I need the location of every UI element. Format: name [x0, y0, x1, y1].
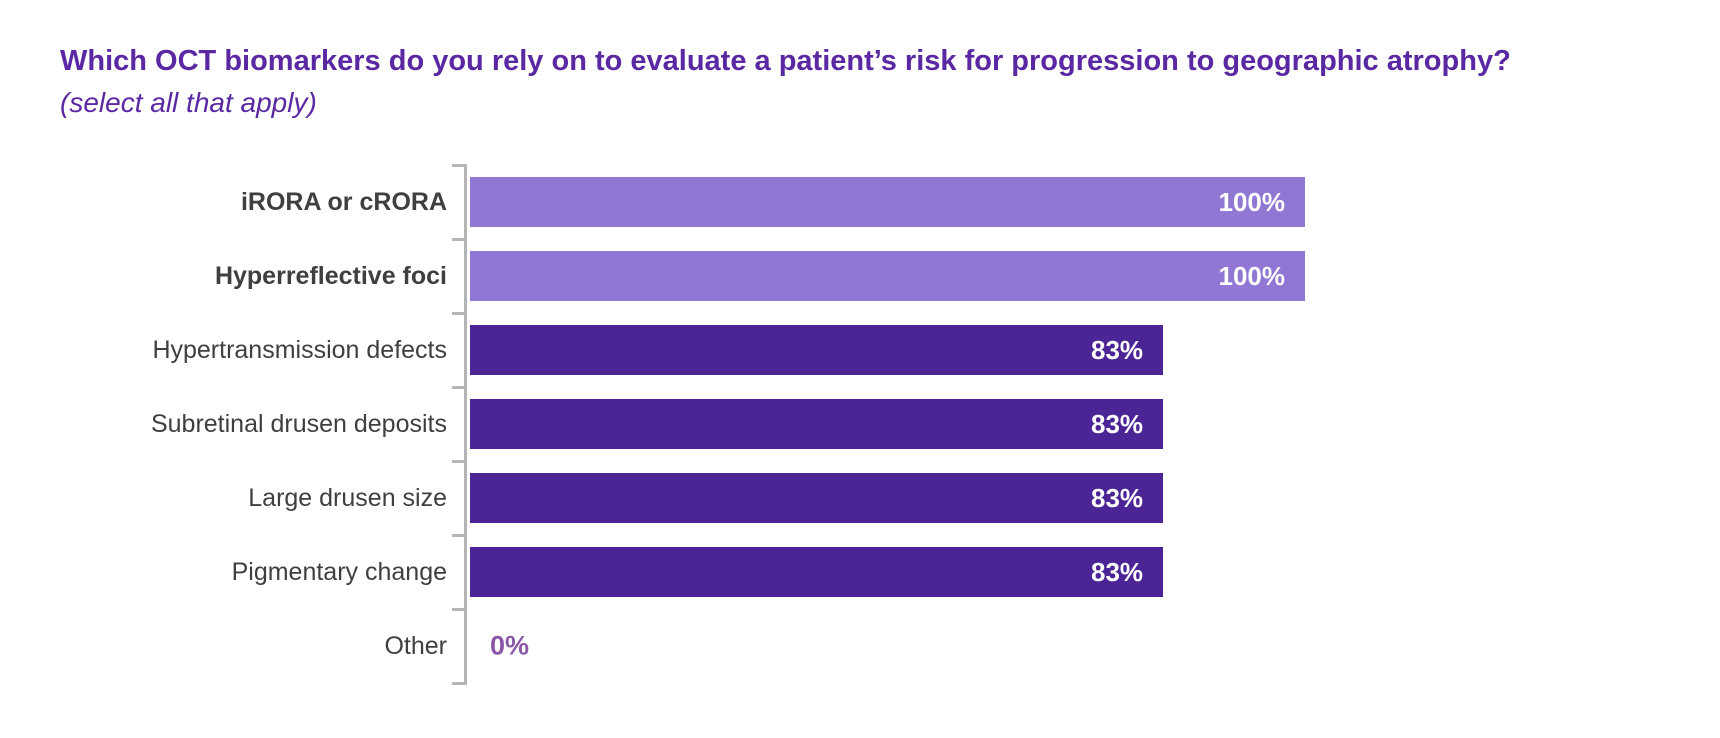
bar-track: 100%	[470, 165, 1305, 239]
category-label: Hyperreflective foci	[214, 261, 447, 290]
bar-row: Large drusen size 83%	[60, 461, 1380, 535]
bar-row: Hypertransmission defects 83%	[60, 313, 1380, 387]
category-label: iRORA or cRORA	[240, 187, 447, 216]
bar-track: 83%	[470, 313, 1305, 387]
bar-row: Other 0%	[60, 609, 1380, 683]
title-block: Which OCT biomarkers do you rely on to e…	[60, 42, 1620, 122]
category-label: Subretinal drusen deposits	[150, 409, 447, 438]
page-subtitle: (select all that apply)	[60, 87, 317, 119]
bar: 83%	[470, 325, 1164, 375]
bar-value-label: 83%	[1091, 482, 1144, 513]
bar: 83%	[470, 547, 1164, 597]
page-title: Which OCT biomarkers do you rely on to e…	[60, 45, 1511, 77]
bar-value-label: 83%	[1091, 556, 1144, 587]
bar-track: 83%	[470, 535, 1305, 609]
zero-value-label: 0%	[490, 630, 530, 661]
category-label: Pigmentary change	[231, 557, 447, 586]
bar-row: Pigmentary change 83%	[60, 535, 1380, 609]
bar-row: iRORA or cRORA 100%	[60, 165, 1380, 239]
category-label: Hypertransmission defects	[152, 335, 447, 364]
bar: 83%	[470, 399, 1164, 449]
bar-row: Hyperreflective foci 100%	[60, 239, 1380, 313]
category-label: Other	[384, 631, 447, 660]
bar: 100%	[470, 251, 1305, 301]
bar-value-label: 100%	[1218, 186, 1286, 217]
bar-row: Subretinal drusen deposits 83%	[60, 387, 1380, 461]
category-label: Large drusen size	[248, 483, 447, 512]
bar-value-label: 100%	[1218, 260, 1286, 291]
bar-value-label: 83%	[1091, 408, 1144, 439]
bar-chart: iRORA or cRORA 100% Hyperreflective foci…	[60, 164, 1380, 685]
bar-rows: iRORA or cRORA 100% Hyperreflective foci…	[60, 165, 1380, 683]
bar-value-label: 83%	[1091, 334, 1144, 365]
bar: 83%	[470, 473, 1164, 523]
bar-track: 0%	[470, 609, 1305, 683]
bar-track: 100%	[470, 239, 1305, 313]
bar-track: 83%	[470, 387, 1305, 461]
bar-track: 83%	[470, 461, 1305, 535]
bar: 100%	[470, 177, 1305, 227]
